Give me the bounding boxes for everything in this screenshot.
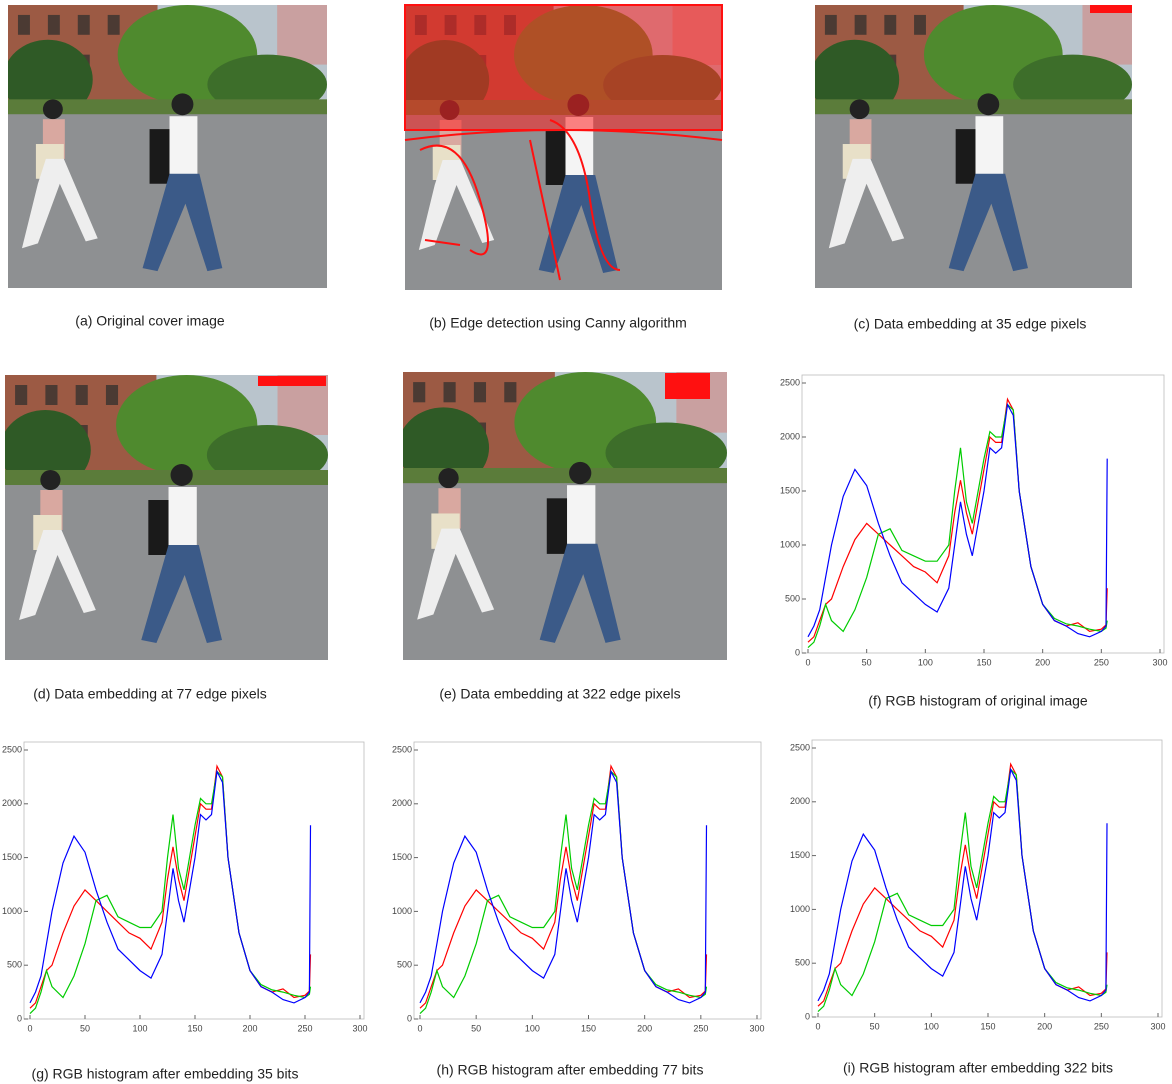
y-tick-label: 1500 [790, 850, 810, 860]
photo-c [810, 5, 1132, 288]
x-tick-label: 300 [1150, 1021, 1165, 1031]
y-tick-label: 2500 [790, 742, 810, 752]
plot-frame [802, 375, 1164, 653]
series-line [818, 770, 1107, 1001]
series-line [30, 772, 311, 1003]
photo-d [0, 375, 328, 660]
y-tick-label: 0 [407, 1013, 412, 1023]
y-tick-label: 1500 [780, 485, 800, 495]
y-tick-label: 1000 [392, 906, 412, 916]
caption: (d) Data embedding at 77 edge pixels [33, 686, 266, 702]
y-tick-label: 500 [795, 958, 810, 968]
plot-frame [414, 742, 761, 1019]
photo-a [3, 5, 327, 288]
series-line [420, 772, 707, 1003]
caption: (h) RGB histogram after embedding 77 bit… [437, 1062, 704, 1078]
x-tick-label: 0 [27, 1023, 32, 1033]
x-tick-label: 150 [581, 1023, 596, 1033]
y-tick-label: 1500 [2, 852, 22, 862]
y-tick-label: 0 [795, 647, 800, 657]
x-tick-label: 100 [924, 1021, 939, 1031]
y-tick-label: 2000 [790, 796, 810, 806]
x-tick-label: 0 [417, 1023, 422, 1033]
caption: (f) RGB histogram of original image [868, 693, 1088, 709]
caption: (c) Data embedding at 35 edge pixels [854, 316, 1087, 332]
x-tick-label: 250 [1094, 657, 1109, 667]
y-tick-label: 1000 [780, 539, 800, 549]
series-line [808, 405, 1107, 637]
caption: (b) Edge detection using Canny algorithm [429, 315, 687, 331]
x-tick-label: 250 [297, 1023, 312, 1033]
x-tick-label: 150 [976, 657, 991, 667]
x-tick-label: 300 [1152, 657, 1167, 667]
y-tick-label: 2000 [780, 431, 800, 441]
x-tick-label: 200 [242, 1023, 257, 1033]
x-tick-label: 50 [471, 1023, 481, 1033]
y-tick-label: 2500 [780, 377, 800, 387]
y-tick-label: 500 [785, 593, 800, 603]
photo-e [398, 372, 727, 660]
caption: (i) RGB histogram after embedding 322 bi… [843, 1060, 1113, 1076]
plot-frame [24, 742, 364, 1019]
x-tick-label: 100 [525, 1023, 540, 1033]
photo-b [400, 5, 722, 290]
x-tick-label: 150 [187, 1023, 202, 1033]
figure: (a) Original cover image (b) Edge detect… [0, 0, 1172, 1084]
y-tick-label: 1500 [392, 852, 412, 862]
x-tick-label: 100 [918, 657, 933, 667]
x-tick-label: 50 [870, 1021, 880, 1031]
y-tick-label: 0 [805, 1011, 810, 1021]
y-tick-label: 0 [17, 1013, 22, 1023]
x-tick-label: 200 [1037, 1021, 1052, 1031]
y-tick-label: 1000 [790, 904, 810, 914]
x-tick-label: 150 [980, 1021, 995, 1031]
x-tick-label: 300 [749, 1023, 764, 1033]
x-tick-label: 250 [1094, 1021, 1109, 1031]
x-tick-label: 50 [80, 1023, 90, 1033]
y-tick-label: 2000 [392, 798, 412, 808]
x-tick-label: 250 [693, 1023, 708, 1033]
plot-frame [812, 740, 1162, 1017]
figure-canvas: (a) Original cover image (b) Edge detect… [0, 0, 1172, 1084]
x-tick-label: 50 [862, 657, 872, 667]
x-tick-label: 300 [352, 1023, 367, 1033]
caption: (g) RGB histogram after embedding 35 bit… [32, 1066, 299, 1082]
x-tick-label: 0 [815, 1021, 820, 1031]
y-tick-label: 500 [7, 960, 22, 970]
y-tick-label: 2500 [392, 744, 412, 754]
y-tick-label: 2000 [2, 798, 22, 808]
x-tick-label: 200 [1035, 657, 1050, 667]
x-tick-label: 200 [637, 1023, 652, 1033]
y-tick-label: 500 [397, 960, 412, 970]
caption: (e) Data embedding at 322 edge pixels [439, 686, 680, 702]
y-tick-label: 1000 [2, 906, 22, 916]
x-tick-label: 0 [805, 657, 810, 667]
y-tick-label: 2500 [2, 744, 22, 754]
x-tick-label: 100 [132, 1023, 147, 1033]
caption: (a) Original cover image [75, 313, 225, 329]
